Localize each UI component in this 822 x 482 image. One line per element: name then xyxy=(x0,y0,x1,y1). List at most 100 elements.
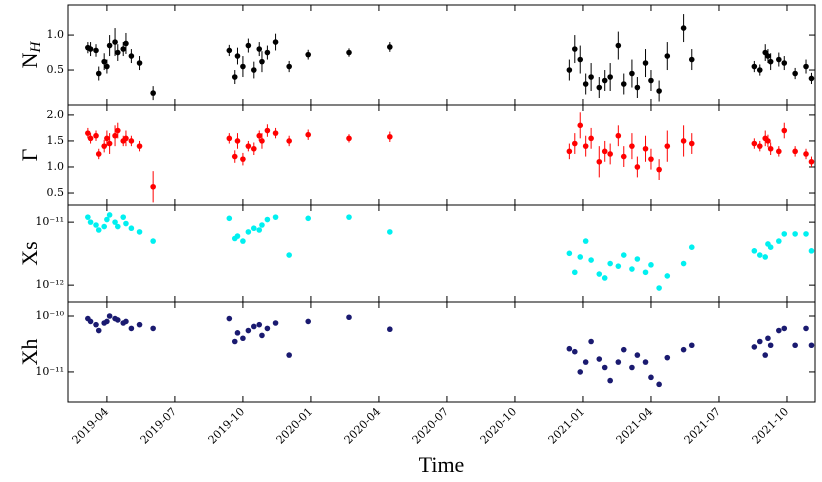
data-point xyxy=(272,214,279,220)
data-point xyxy=(250,145,257,152)
data-point xyxy=(101,58,107,65)
data-point xyxy=(250,323,257,330)
data-point xyxy=(596,84,603,91)
y-axis-label: Xh xyxy=(17,339,42,366)
data-point xyxy=(629,70,635,77)
data-point xyxy=(123,40,129,47)
data-point xyxy=(112,219,118,225)
data-point xyxy=(620,346,627,353)
data-point xyxy=(803,63,809,70)
x-tick-label: 2019-10 xyxy=(206,405,248,447)
data-point xyxy=(136,321,143,328)
data-point xyxy=(656,285,662,291)
data-point xyxy=(792,231,798,237)
data-point xyxy=(792,342,798,349)
data-point xyxy=(114,127,121,134)
data-point xyxy=(648,262,654,268)
data-point xyxy=(136,229,143,235)
data-point xyxy=(577,369,584,375)
data-point xyxy=(106,42,113,49)
data-point xyxy=(803,231,809,237)
data-point xyxy=(642,269,649,276)
data-point xyxy=(634,84,641,91)
data-point xyxy=(256,321,263,328)
data-point xyxy=(240,335,246,342)
data-point xyxy=(688,342,695,349)
x-axis-label: Time xyxy=(419,452,465,477)
data-point xyxy=(387,326,393,333)
data-point xyxy=(607,151,613,157)
data-point xyxy=(756,143,763,149)
data-point xyxy=(95,151,102,157)
x-tick-label: 2020-01 xyxy=(274,405,316,447)
x-tick-label: 2021-07 xyxy=(682,405,724,447)
data-point xyxy=(601,275,608,281)
data-point xyxy=(85,130,91,136)
data-point xyxy=(240,156,246,162)
data-point xyxy=(776,238,782,244)
data-point xyxy=(387,44,393,50)
data-point xyxy=(346,314,352,321)
data-point xyxy=(250,225,257,232)
data-point xyxy=(680,260,687,267)
data-point xyxy=(751,344,758,350)
y-axis-label: Γ xyxy=(17,148,42,161)
data-point xyxy=(607,377,613,384)
panel-frame xyxy=(67,301,816,403)
data-point xyxy=(582,143,589,149)
data-point xyxy=(256,132,263,139)
data-point xyxy=(648,156,654,162)
data-point xyxy=(803,151,809,157)
data-point xyxy=(601,148,608,155)
data-point xyxy=(101,223,107,230)
data-point xyxy=(776,148,782,155)
data-point xyxy=(114,317,121,323)
data-point xyxy=(264,325,271,332)
data-point xyxy=(756,252,763,258)
data-point xyxy=(112,132,118,139)
data-point xyxy=(648,374,654,381)
y-axis-label-main: Xs xyxy=(17,241,42,265)
y-tick-label: 1.0 xyxy=(47,28,65,41)
data-point xyxy=(634,256,641,262)
data-point xyxy=(664,273,671,279)
data-point xyxy=(346,135,352,142)
data-point xyxy=(781,325,788,332)
data-point xyxy=(245,143,252,149)
data-point xyxy=(571,140,578,147)
data-point xyxy=(272,39,279,45)
data-point xyxy=(150,183,156,190)
data-point xyxy=(680,25,687,31)
data-point xyxy=(762,254,769,260)
data-point xyxy=(245,42,252,49)
data-point xyxy=(680,138,687,144)
data-point xyxy=(571,46,578,52)
x-tick-label: 2021-01 xyxy=(546,405,588,447)
data-point xyxy=(588,257,594,263)
y-axis-label-main: N xyxy=(17,52,42,68)
data-point xyxy=(114,49,121,56)
data-point xyxy=(634,164,641,170)
data-point xyxy=(615,263,622,269)
data-point xyxy=(566,148,573,155)
data-point xyxy=(346,214,352,220)
data-point xyxy=(259,222,265,228)
y-tick-label: 10⁻¹¹ xyxy=(35,215,64,228)
data-point xyxy=(620,81,627,87)
data-point xyxy=(245,229,252,235)
y-axis-label-main: Γ xyxy=(17,148,42,161)
data-point xyxy=(150,90,156,96)
data-point xyxy=(656,88,662,94)
data-point xyxy=(792,70,798,77)
data-point xyxy=(762,352,769,358)
data-point xyxy=(95,70,102,77)
y-tick-label: 10⁻¹² xyxy=(35,278,64,291)
data-point xyxy=(629,364,635,371)
data-point xyxy=(571,269,578,276)
data-point xyxy=(245,327,252,334)
data-point xyxy=(781,60,788,66)
data-point xyxy=(104,135,110,142)
data-point xyxy=(596,158,603,165)
data-point xyxy=(234,53,241,59)
